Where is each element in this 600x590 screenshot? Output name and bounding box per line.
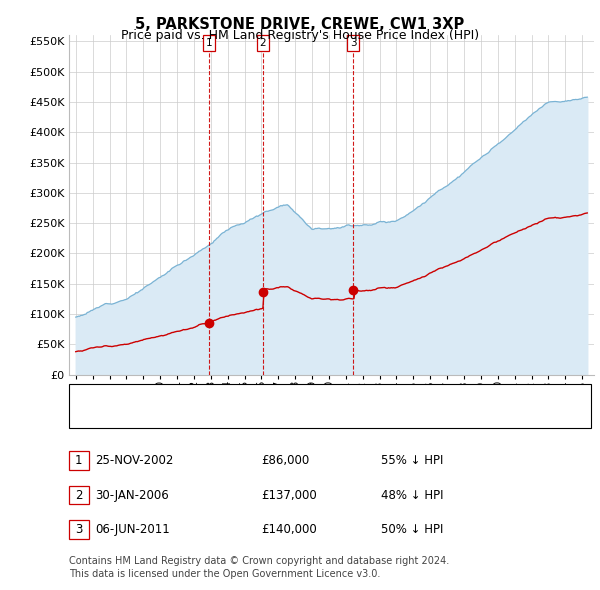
Text: 06-JUN-2011: 06-JUN-2011 — [95, 523, 170, 536]
Text: 25-NOV-2002: 25-NOV-2002 — [95, 454, 173, 467]
Text: 5, PARKSTONE DRIVE, CREWE, CW1 3XP (detached house): 5, PARKSTONE DRIVE, CREWE, CW1 3XP (deta… — [112, 389, 456, 402]
Text: 1: 1 — [206, 38, 212, 48]
Text: 50% ↓ HPI: 50% ↓ HPI — [381, 523, 443, 536]
Text: £140,000: £140,000 — [261, 523, 317, 536]
Text: 2: 2 — [75, 489, 83, 502]
Text: £137,000: £137,000 — [261, 489, 317, 502]
Text: 3: 3 — [75, 523, 83, 536]
Text: 3: 3 — [350, 38, 356, 48]
Text: £86,000: £86,000 — [261, 454, 309, 467]
Text: 1: 1 — [75, 454, 83, 467]
Text: 30-JAN-2006: 30-JAN-2006 — [95, 489, 169, 502]
Text: Price paid vs. HM Land Registry's House Price Index (HPI): Price paid vs. HM Land Registry's House … — [121, 30, 479, 42]
Text: 5, PARKSTONE DRIVE, CREWE, CW1 3XP: 5, PARKSTONE DRIVE, CREWE, CW1 3XP — [136, 17, 464, 31]
Text: Contains HM Land Registry data © Crown copyright and database right 2024.
This d: Contains HM Land Registry data © Crown c… — [69, 556, 449, 579]
Text: HPI: Average price, detached house, Cheshire East: HPI: Average price, detached house, Ches… — [112, 409, 412, 422]
Text: 2: 2 — [259, 38, 266, 48]
Text: 55% ↓ HPI: 55% ↓ HPI — [381, 454, 443, 467]
Text: 48% ↓ HPI: 48% ↓ HPI — [381, 489, 443, 502]
